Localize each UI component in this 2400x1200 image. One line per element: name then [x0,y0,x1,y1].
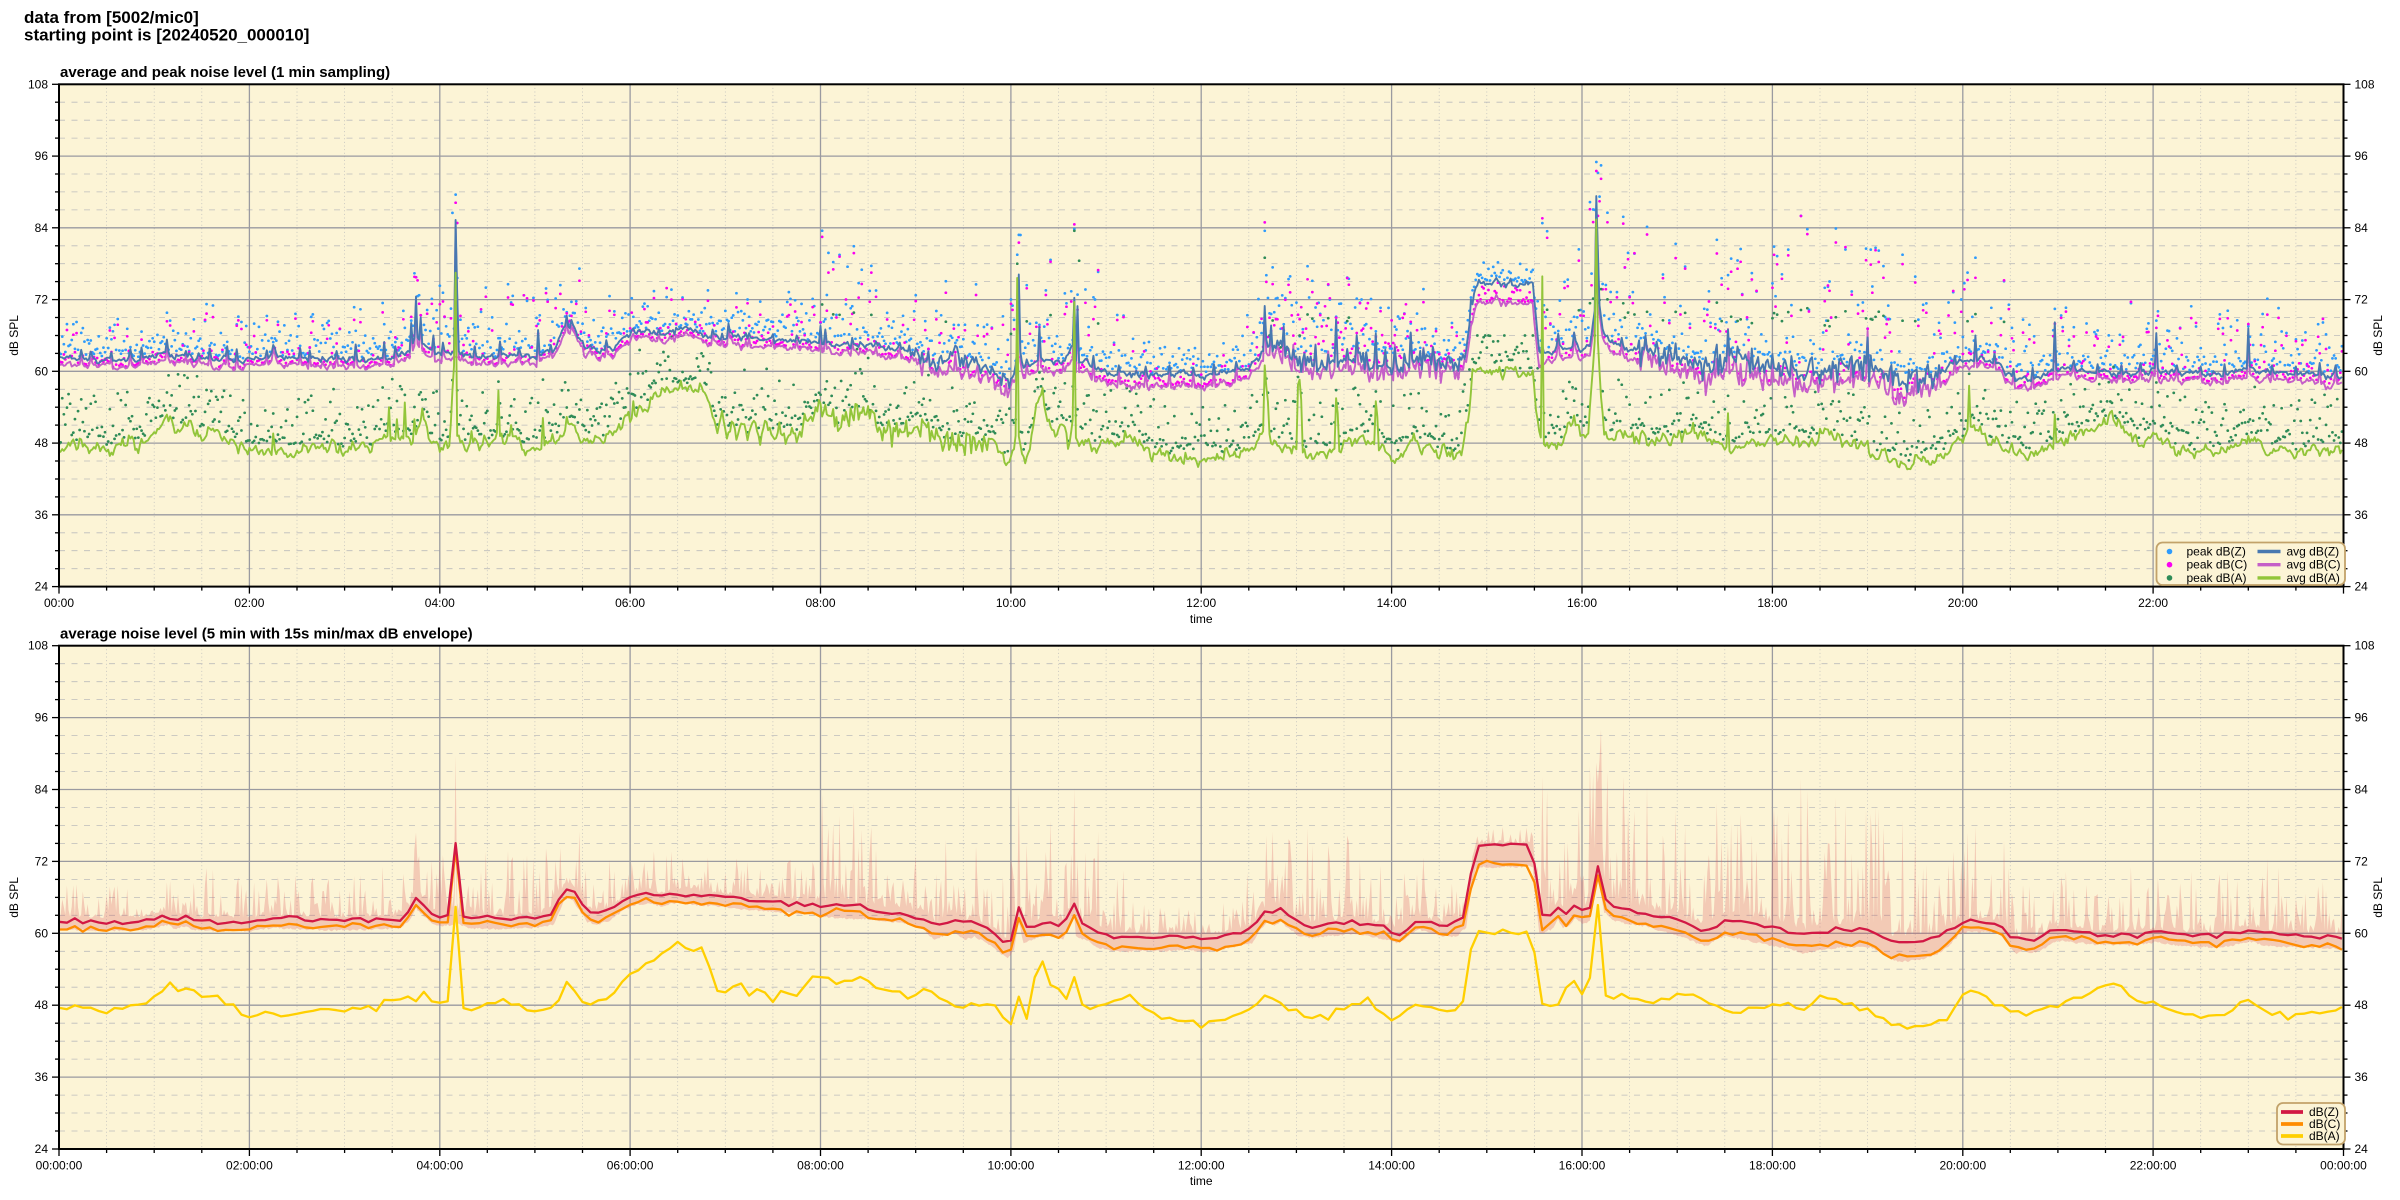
svg-text:48: 48 [35,436,49,450]
svg-text:96: 96 [35,711,49,725]
svg-text:avg dB(Z): avg dB(Z) [2287,545,2340,559]
svg-text:time: time [1190,612,1213,626]
svg-text:16:00: 16:00 [1567,596,1597,610]
svg-text:36: 36 [35,1070,49,1084]
svg-text:14:00:00: 14:00:00 [1368,1159,1415,1173]
svg-text:avg dB(A): avg dB(A) [2287,571,2340,585]
svg-text:36: 36 [2355,508,2369,522]
svg-text:96: 96 [35,149,49,163]
svg-text:04:00: 04:00 [425,596,455,610]
svg-text:108: 108 [2355,77,2375,91]
svg-text:average and peak noise level (: average and peak noise level (1 min samp… [60,64,390,81]
svg-text:18:00: 18:00 [1757,596,1787,610]
svg-text:dB SPL: dB SPL [2371,877,2385,918]
svg-text:12:00: 12:00 [1186,596,1216,610]
svg-text:72: 72 [2355,293,2369,307]
svg-text:48: 48 [35,998,49,1012]
svg-text:22:00: 22:00 [2138,596,2168,610]
svg-text:peak dB(Z): peak dB(Z) [2187,545,2246,559]
svg-text:10:00: 10:00 [996,596,1026,610]
svg-text:08:00:00: 08:00:00 [797,1159,844,1173]
svg-text:36: 36 [35,508,49,522]
svg-text:time: time [1190,1174,1213,1188]
svg-text:dB SPL: dB SPL [7,877,21,918]
svg-text:02:00: 02:00 [234,596,264,610]
svg-text:108: 108 [2355,639,2375,653]
svg-text:72: 72 [2355,854,2369,868]
svg-text:108: 108 [28,77,48,91]
svg-text:dB(Z): dB(Z) [2309,1105,2339,1119]
svg-text:avg dB(C): avg dB(C) [2287,558,2341,572]
svg-text:24: 24 [35,580,49,594]
svg-text:72: 72 [35,293,49,307]
svg-text:84: 84 [35,221,49,235]
svg-text:84: 84 [35,783,49,797]
svg-text:96: 96 [2355,149,2369,163]
svg-text:16:00:00: 16:00:00 [1559,1159,1606,1173]
svg-text:22:00:00: 22:00:00 [2130,1159,2177,1173]
svg-text:14:00: 14:00 [1377,596,1407,610]
svg-text:08:00: 08:00 [805,596,835,610]
svg-text:18:00:00: 18:00:00 [1749,1159,1796,1173]
svg-text:00:00:00: 00:00:00 [36,1159,83,1173]
svg-text:36: 36 [2355,1070,2369,1084]
svg-text:20:00: 20:00 [1948,596,1978,610]
svg-text:starting point is [20240520_00: starting point is [20240520_000010] [24,26,309,45]
svg-text:data from [5002/mic0]: data from [5002/mic0] [24,8,199,27]
svg-text:48: 48 [2355,998,2369,1012]
svg-text:96: 96 [2355,711,2369,725]
svg-text:60: 60 [35,364,49,378]
svg-text:00:00:00: 00:00:00 [2320,1159,2367,1173]
svg-text:60: 60 [35,926,49,940]
svg-text:dB SPL: dB SPL [7,315,21,356]
svg-text:06:00:00: 06:00:00 [607,1159,654,1173]
svg-text:peak dB(C): peak dB(C) [2187,558,2248,572]
svg-text:48: 48 [2355,436,2369,450]
svg-text:12:00:00: 12:00:00 [1178,1159,1225,1173]
svg-text:24: 24 [2355,580,2369,594]
svg-text:60: 60 [2355,926,2369,940]
svg-text:24: 24 [35,1142,49,1156]
svg-text:20:00:00: 20:00:00 [1939,1159,1986,1173]
svg-text:dB(C): dB(C) [2309,1117,2340,1131]
svg-text:00:00: 00:00 [44,596,74,610]
svg-text:average noise level (5 min wit: average noise level (5 min with 15s min/… [60,626,473,643]
svg-text:10:00:00: 10:00:00 [988,1159,1035,1173]
svg-text:02:00:00: 02:00:00 [226,1159,273,1173]
svg-text:04:00:00: 04:00:00 [416,1159,463,1173]
svg-text:84: 84 [2355,221,2369,235]
svg-text:84: 84 [2355,783,2369,797]
svg-text:72: 72 [35,854,49,868]
svg-text:dB SPL: dB SPL [2371,315,2385,356]
svg-text:06:00: 06:00 [615,596,645,610]
svg-text:60: 60 [2355,364,2369,378]
svg-text:peak dB(A): peak dB(A) [2187,571,2247,585]
svg-text:24: 24 [2355,1142,2369,1156]
svg-text:dB(A): dB(A) [2309,1129,2340,1143]
svg-text:108: 108 [28,639,48,653]
